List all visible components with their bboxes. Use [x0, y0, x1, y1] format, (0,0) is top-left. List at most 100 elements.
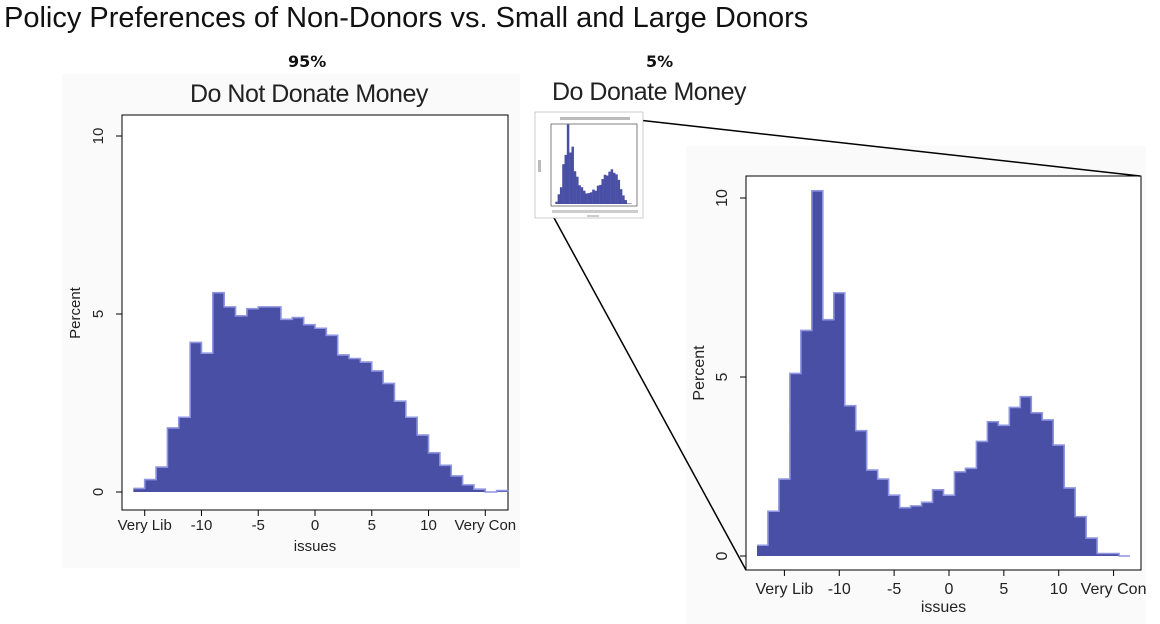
- histogram-bar: [800, 330, 813, 556]
- thumbnail-bar: [608, 171, 611, 204]
- thumbnail-bar: [601, 179, 604, 204]
- histogram-bar: [910, 505, 922, 556]
- histogram-bar: [998, 425, 1010, 556]
- histogram-bar: [822, 319, 835, 556]
- thumbnail-bar: [562, 164, 565, 204]
- y-tick-label: 10: [90, 128, 107, 145]
- thumbnail-bar: [603, 174, 607, 204]
- x-tick-label: 10: [1050, 581, 1068, 598]
- histogram-bar: [1031, 412, 1043, 556]
- x-tick-label: -10: [828, 581, 851, 598]
- right-share-label: 5%: [646, 52, 674, 71]
- histogram-bar: [932, 489, 944, 556]
- thumbnail-bar: [585, 193, 588, 204]
- histogram-bar: [811, 190, 824, 556]
- thumbnail-bar: [559, 187, 563, 204]
- histogram-bar: [246, 308, 259, 492]
- thumbnail-bar: [624, 200, 627, 204]
- histogram-bar: [1064, 487, 1076, 556]
- histogram-bar: [976, 441, 988, 556]
- thumbnail-bar: [589, 192, 593, 204]
- histogram-bar: [144, 479, 157, 492]
- thumbnail-bar: [619, 189, 623, 204]
- histogram-bar: [1075, 516, 1087, 556]
- thumbnail-xlabel-mark: [587, 215, 599, 217]
- histogram-bar: [866, 470, 879, 556]
- histogram-bar: [167, 427, 180, 492]
- histogram-bar: [405, 417, 418, 492]
- histogram-bar: [224, 306, 236, 492]
- y-axis-title: Percent: [691, 345, 708, 401]
- thumbnail-bar: [555, 201, 558, 204]
- y-axis-title: Percent: [67, 286, 84, 339]
- left-chart: 0 5 10 Percent Very Lib -10 -5 0 5 10 Very Con issu…: [67, 128, 516, 555]
- thumbnail-bar: [571, 146, 574, 204]
- histogram-bar: [371, 370, 384, 492]
- x-tick-label: Very Lib: [118, 517, 172, 534]
- histogram-bar: [756, 545, 769, 556]
- thumbnail-bar: [582, 190, 586, 204]
- thumbnail-text: [538, 117, 638, 217]
- thumbnail-bar: [580, 187, 584, 204]
- histogram-bar: [258, 306, 270, 492]
- histogram-bar: [965, 468, 977, 556]
- histogram-bar: [921, 502, 933, 556]
- histogram-bar: [1053, 445, 1065, 556]
- thumbnail-bars: [555, 124, 632, 204]
- thumbnail-ylabel-mark: [538, 160, 541, 172]
- histogram-bar: [201, 353, 214, 492]
- thumbnail-bar: [596, 185, 600, 204]
- histogram-bar: [1086, 538, 1098, 556]
- zoom-line-top: [637, 119, 1141, 177]
- histogram-outline: [756, 190, 1131, 557]
- thumbnail-bar: [617, 179, 621, 204]
- thumbnail-bar: [557, 194, 561, 204]
- histogram-bar: [360, 362, 373, 492]
- histogram-bar: [767, 511, 780, 556]
- y-tick-label: 5: [714, 372, 731, 381]
- x-tick-label: Very Con: [1081, 581, 1147, 598]
- histogram-bar: [943, 495, 955, 556]
- left-chart-title: Do Not Donate Money: [190, 80, 428, 108]
- x-tick-label: Very Con: [454, 517, 516, 534]
- histogram-bar: [212, 292, 225, 492]
- histogram-bar: [877, 479, 890, 556]
- histogram-bar: [292, 317, 305, 492]
- histogram-bar: [428, 452, 441, 492]
- histogram-bar: [178, 417, 191, 492]
- histogram-bar: [1009, 407, 1021, 556]
- histogram-bar: [473, 489, 486, 492]
- histogram-bar: [337, 354, 350, 492]
- x-tick-label: Very Lib: [755, 581, 813, 598]
- histogram-bar: [269, 306, 282, 492]
- histogram-bar: [451, 475, 463, 492]
- thumbnail-bar: [612, 172, 616, 204]
- histogram-bar: [383, 383, 395, 492]
- histogram-bar: [899, 507, 911, 556]
- histogram-bar: [133, 488, 146, 492]
- histogram-bar: [462, 484, 475, 492]
- histogram-bar: [235, 315, 248, 492]
- thumbnail-bar: [573, 171, 577, 204]
- histogram-bar: [190, 342, 202, 492]
- x-tick-label: -5: [252, 517, 265, 534]
- y-tick-label: 5: [90, 310, 107, 318]
- page-title: Policy Preferences of Non-Donors vs. Sma…: [4, 2, 809, 34]
- thumbnail-bar: [606, 175, 609, 204]
- histogram-bar: [315, 328, 327, 492]
- x-axis-title: issues: [294, 538, 337, 555]
- x-tick-label: -10: [191, 517, 213, 534]
- thumbnail-bar: [594, 190, 598, 204]
- thumbnail-bar: [566, 124, 570, 204]
- histogram-bar: [1097, 553, 1109, 556]
- x-tick-label: 0: [945, 581, 954, 598]
- histogram-bar: [303, 324, 316, 492]
- x-tick-label: 0: [311, 517, 319, 534]
- histogram-bar: [394, 401, 407, 492]
- zoom-line-bottom: [552, 215, 747, 571]
- thumbnail-bar: [578, 185, 581, 204]
- right-chart-title: Do Donate Money: [552, 78, 747, 106]
- thumbnail-bar: [610, 169, 614, 204]
- thumbnail-bar: [629, 203, 632, 204]
